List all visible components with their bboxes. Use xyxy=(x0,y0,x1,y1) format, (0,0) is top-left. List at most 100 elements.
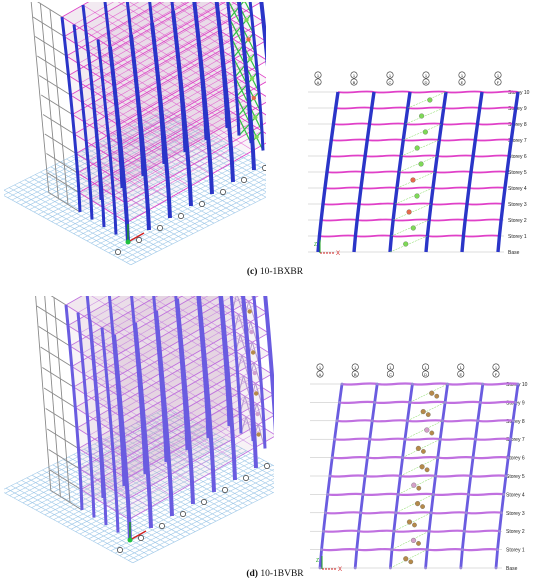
column xyxy=(76,312,96,518)
elev-node xyxy=(406,419,409,423)
beam xyxy=(73,2,114,25)
grid-line xyxy=(29,126,197,210)
grid-bubble-pair: 1E xyxy=(457,363,465,378)
frame-beam xyxy=(39,75,71,96)
elev-beam xyxy=(402,455,439,460)
elev-beam xyxy=(463,234,500,238)
elev-node xyxy=(375,382,379,386)
elev-hinge xyxy=(415,501,421,507)
grid-label-letter: D xyxy=(424,372,427,377)
grid-line xyxy=(126,192,266,263)
frame-beam xyxy=(43,387,76,408)
beam xyxy=(128,436,274,520)
elev-node xyxy=(506,456,510,459)
elev-beam xyxy=(426,547,463,552)
elev-beam xyxy=(325,511,361,515)
elev-brace xyxy=(402,438,441,458)
elev-beam xyxy=(326,170,364,174)
grid-bubble xyxy=(199,201,205,207)
elev-beam xyxy=(407,106,444,110)
beam xyxy=(113,296,183,336)
x-axis-label: X xyxy=(338,567,342,573)
elev-hinge xyxy=(429,390,435,396)
elev-node xyxy=(394,511,398,515)
elev-node xyxy=(425,548,429,551)
elev-hinge xyxy=(403,556,409,562)
elev-node xyxy=(464,511,468,515)
column xyxy=(60,16,82,213)
beam xyxy=(75,69,224,154)
grid-label-number: 1 xyxy=(319,365,322,370)
elev-beam xyxy=(475,437,511,441)
frame-beam xyxy=(47,172,80,193)
beam xyxy=(120,60,266,145)
axis-triad xyxy=(127,522,147,543)
elev-beam xyxy=(397,492,434,497)
elev-hinge xyxy=(414,145,420,151)
elev-brace xyxy=(398,155,438,173)
brace xyxy=(236,84,248,97)
frame-beam xyxy=(37,55,69,76)
elev-node xyxy=(476,419,480,423)
beam xyxy=(61,2,89,18)
column xyxy=(100,327,120,533)
plastic-hinge xyxy=(253,115,258,120)
grid-bubble-top xyxy=(386,71,394,79)
grid-bubble xyxy=(220,189,226,195)
elev-beam xyxy=(364,154,402,158)
elev-node xyxy=(318,566,322,570)
column xyxy=(81,4,103,201)
elev-node xyxy=(363,474,367,478)
elev-columns xyxy=(316,91,520,253)
grid-bubble-pair: 1F xyxy=(492,363,500,378)
elev-brace xyxy=(390,549,428,569)
elev-beam xyxy=(360,511,397,515)
plastic-hinge xyxy=(247,309,252,314)
elev-brace xyxy=(405,107,444,125)
elev-nodes xyxy=(318,382,520,570)
elev-node xyxy=(496,548,499,551)
beam xyxy=(102,379,250,464)
grid-label-letter: B xyxy=(354,372,357,377)
elev-node xyxy=(398,474,402,478)
base-nodes xyxy=(115,165,266,255)
plastic-hinge xyxy=(252,370,257,376)
beam xyxy=(104,420,253,505)
elev-beam xyxy=(398,170,436,174)
column xyxy=(148,2,166,165)
storey-label: Storey 6 xyxy=(508,154,527,160)
brace xyxy=(237,103,250,117)
elev-beam xyxy=(373,90,411,94)
elev-beam xyxy=(472,154,510,158)
elev-hinge xyxy=(427,97,433,103)
elev-beam xyxy=(341,382,378,386)
grid-bubble-top xyxy=(316,363,324,371)
grid-bubble xyxy=(117,547,123,553)
grid-bubble-top xyxy=(494,71,502,79)
beam xyxy=(74,49,222,135)
grid-bubble-top xyxy=(457,363,465,371)
elev-node xyxy=(361,493,365,496)
elev-node xyxy=(353,566,357,570)
beam xyxy=(158,2,174,12)
beam xyxy=(76,2,151,45)
elev-node xyxy=(390,548,394,551)
beam xyxy=(64,2,126,37)
storey-label: Storey 8 xyxy=(508,122,527,128)
elev-node xyxy=(504,474,508,478)
grid-bubble-pair: 1D xyxy=(422,71,430,86)
storey-label: Storey 1 xyxy=(508,234,527,240)
beam xyxy=(66,2,162,57)
column xyxy=(103,2,124,189)
elev-beam xyxy=(362,492,399,497)
elev-hinge xyxy=(424,467,430,473)
grid-bubble xyxy=(180,511,186,517)
storey-label: Storey 2 xyxy=(506,529,525,535)
grid-bubble-top xyxy=(386,363,394,371)
beam xyxy=(68,2,198,76)
frame-beam xyxy=(46,153,78,174)
frame-beam xyxy=(42,367,74,388)
beam xyxy=(70,10,218,96)
grid-bubble-top xyxy=(351,363,359,371)
column xyxy=(229,296,243,434)
